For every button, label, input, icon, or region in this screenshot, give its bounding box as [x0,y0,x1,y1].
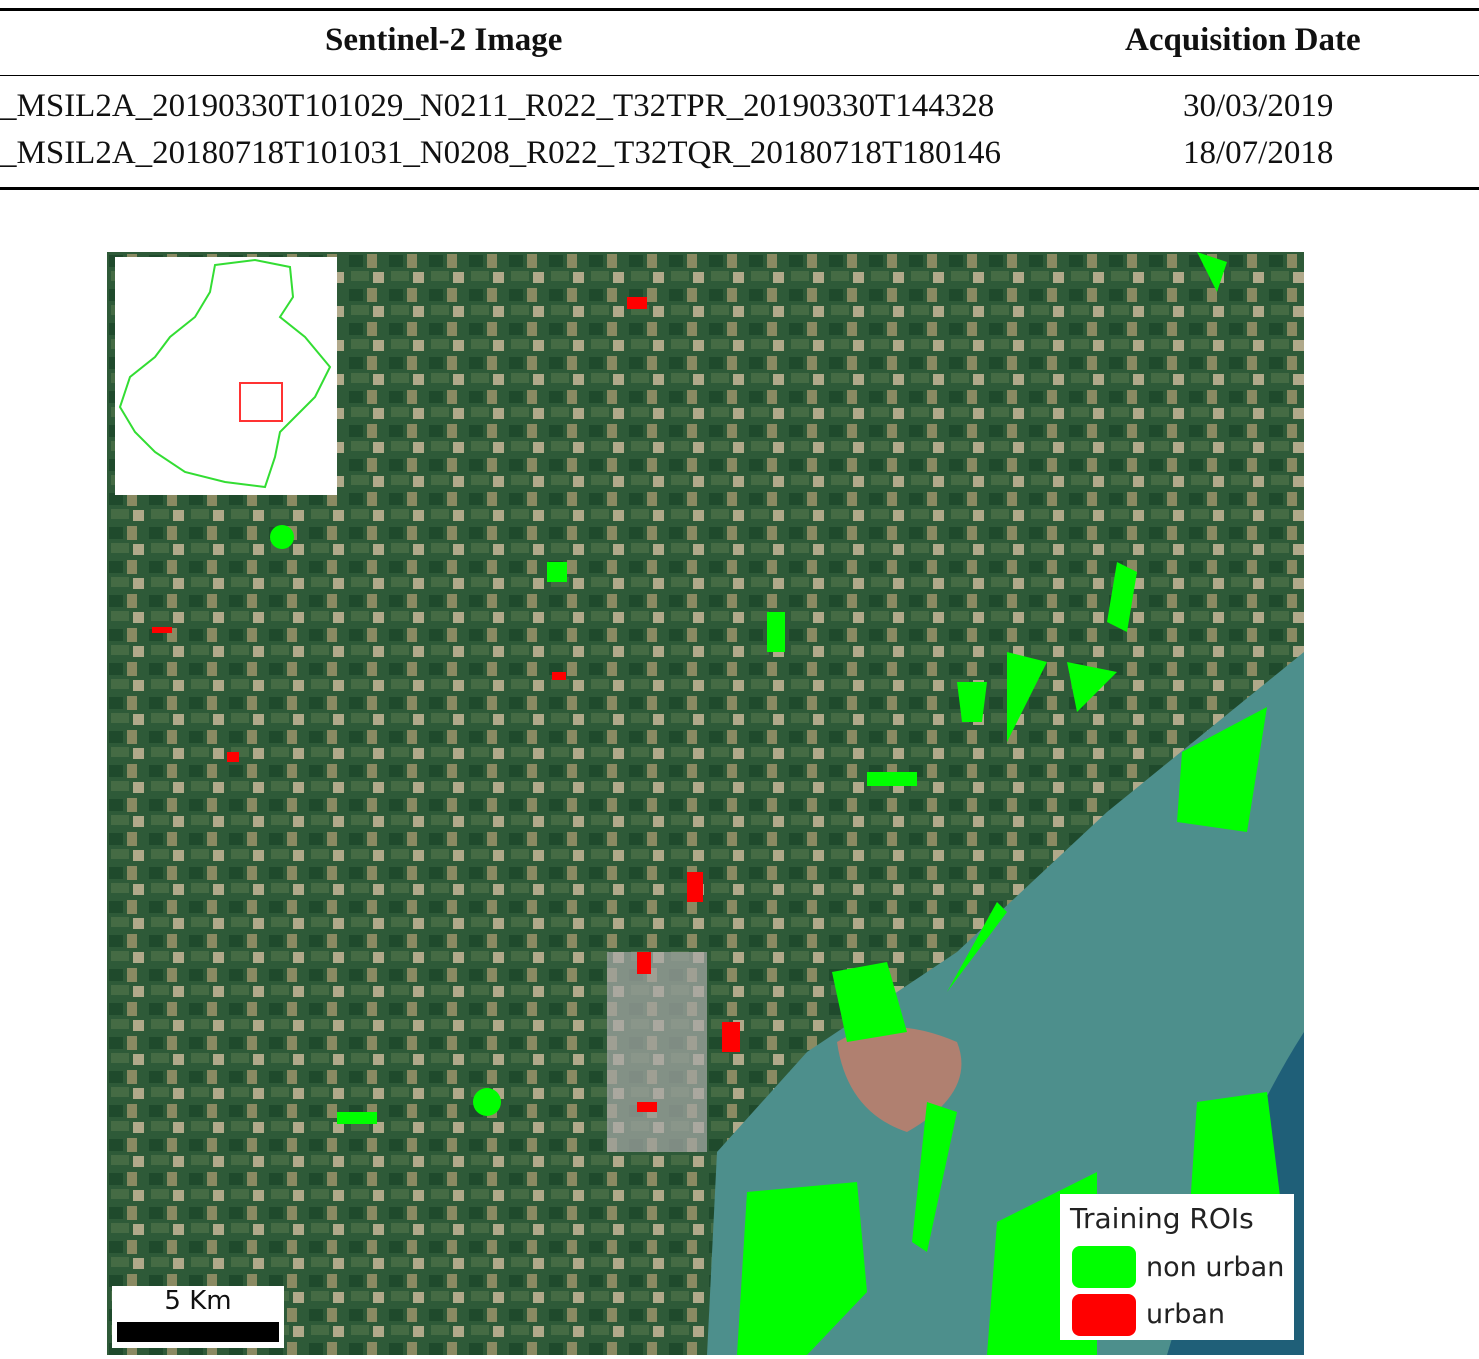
region-inset-map [115,257,337,495]
header-sentinel-image: Sentinel-2 Image [325,22,563,58]
table-header-rule [0,75,1479,76]
table-bottom-rule [0,187,1479,190]
table-top-rule [0,8,1479,11]
legend-swatch-non-urban [1072,1246,1136,1288]
table-row-1-date: 30/03/2019 [1183,88,1334,124]
scale-bar-line [117,1322,279,1342]
table-row-2-date: 18/07/2018 [1183,135,1334,171]
table-row-2-image: _MSIL2A_20180718T101031_N0208_R022_T32TQ… [0,135,1001,171]
legend-title: Training ROIs [1070,1202,1254,1235]
header-acquisition-date: Acquisition Date [1125,22,1361,58]
legend-label-urban: urban [1146,1299,1226,1330]
industrial-area [607,952,707,1152]
map-legend: Training ROIs non urban urban [1060,1194,1294,1340]
legend-swatch-urban [1072,1294,1136,1336]
scale-bar: 5 Km [112,1286,284,1348]
region-outline [118,258,332,489]
lagoon [707,652,1304,1355]
table-row-1-image: _MSIL2A_20190330T101029_N0211_R022_T32TP… [0,88,995,124]
legend-label-non-urban: non urban [1146,1252,1285,1283]
study-area-box [239,382,283,422]
scale-bar-label: 5 Km [164,1286,232,1316]
urban-rois [152,297,740,1112]
